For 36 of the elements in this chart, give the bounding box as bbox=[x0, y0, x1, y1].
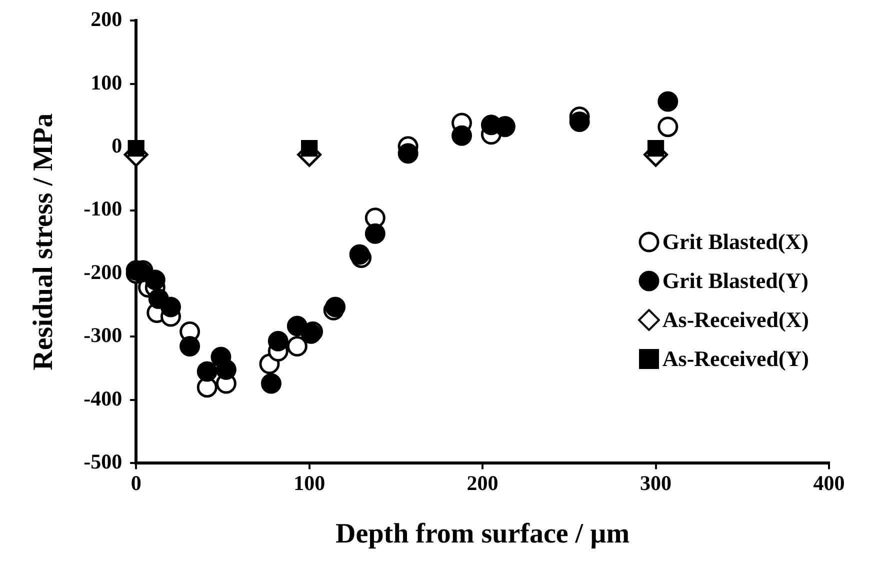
point bbox=[260, 373, 282, 394]
x-axis-title: Depth from surface / µm bbox=[336, 518, 630, 550]
y-tick-label: -200 bbox=[84, 260, 122, 284]
y-axis-title: Residual stress / MPa bbox=[28, 113, 60, 370]
legend-label: As-Received(X) bbox=[662, 306, 809, 334]
point bbox=[569, 112, 590, 132]
y-tick-label: -400 bbox=[84, 386, 122, 410]
legend-label: Grit Blasted(Y) bbox=[662, 267, 808, 295]
point bbox=[128, 140, 144, 157]
point bbox=[268, 330, 288, 352]
point bbox=[658, 116, 678, 138]
point bbox=[286, 336, 308, 356]
point bbox=[196, 361, 218, 382]
legend-label: Grit Blasted(X) bbox=[662, 228, 808, 256]
point bbox=[647, 140, 664, 157]
point bbox=[160, 296, 181, 318]
point bbox=[452, 125, 472, 146]
y-tick-label: -500 bbox=[84, 450, 122, 474]
y-tick-label: -300 bbox=[84, 323, 122, 348]
point bbox=[398, 143, 418, 164]
point bbox=[301, 140, 318, 157]
y-tick-label: 200 bbox=[90, 7, 122, 32]
x-tick-label: 200 bbox=[466, 471, 498, 496]
point bbox=[144, 270, 166, 290]
legend-label: As-Received(Y) bbox=[662, 345, 809, 373]
y-tick-label: 0 bbox=[112, 133, 122, 158]
x-tick-label: 400 bbox=[813, 471, 845, 496]
x-tick-label: 0 bbox=[130, 471, 142, 496]
point bbox=[216, 359, 236, 380]
y-tick-label: 100 bbox=[90, 70, 122, 94]
x-tick-label: 100 bbox=[294, 471, 326, 496]
point bbox=[364, 223, 386, 244]
point bbox=[180, 336, 200, 356]
point bbox=[658, 91, 678, 112]
x-tick-label: 300 bbox=[640, 471, 672, 496]
y-tick-label: -100 bbox=[84, 196, 122, 221]
